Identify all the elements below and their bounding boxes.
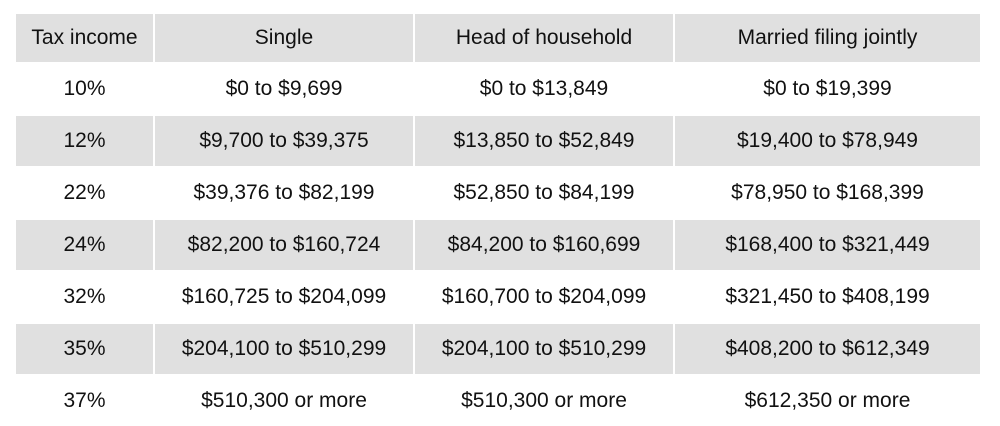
married-filing-jointly-cell: $612,350 or more <box>675 374 980 426</box>
rate-cell: 35% <box>16 322 153 374</box>
column-header-single: Single <box>155 14 413 62</box>
table-row: 12% $9,700 to $39,375 $13,850 to $52,849… <box>16 114 980 166</box>
table-row: 24% $82,200 to $160,724 $84,200 to $160,… <box>16 218 980 270</box>
head-of-household-cell: $0 to $13,849 <box>415 62 673 114</box>
single-cell: $0 to $9,699 <box>155 62 413 114</box>
married-filing-jointly-cell: $78,950 to $168,399 <box>675 166 980 218</box>
rate-cell: 12% <box>16 114 153 166</box>
married-filing-jointly-cell: $321,450 to $408,199 <box>675 270 980 322</box>
table-row: 35% $204,100 to $510,299 $204,100 to $51… <box>16 322 980 374</box>
head-of-household-cell: $84,200 to $160,699 <box>415 218 673 270</box>
table-row: 32% $160,725 to $204,099 $160,700 to $20… <box>16 270 980 322</box>
single-cell: $82,200 to $160,724 <box>155 218 413 270</box>
married-filing-jointly-cell: $19,400 to $78,949 <box>675 114 980 166</box>
rate-cell: 24% <box>16 218 153 270</box>
rate-cell: 37% <box>16 374 153 426</box>
tax-bracket-table: Tax income Single Head of household Marr… <box>14 14 982 426</box>
married-filing-jointly-cell: $408,200 to $612,349 <box>675 322 980 374</box>
single-cell: $39,376 to $82,199 <box>155 166 413 218</box>
table-row: 37% $510,300 or more $510,300 or more $6… <box>16 374 980 426</box>
head-of-household-cell: $160,700 to $204,099 <box>415 270 673 322</box>
rate-cell: 10% <box>16 62 153 114</box>
married-filing-jointly-cell: $0 to $19,399 <box>675 62 980 114</box>
table-row: 22% $39,376 to $82,199 $52,850 to $84,19… <box>16 166 980 218</box>
head-of-household-cell: $204,100 to $510,299 <box>415 322 673 374</box>
rate-cell: 32% <box>16 270 153 322</box>
tax-bracket-table-container: Tax income Single Head of household Marr… <box>14 14 980 426</box>
table-header-row: Tax income Single Head of household Marr… <box>16 14 980 62</box>
single-cell: $160,725 to $204,099 <box>155 270 413 322</box>
single-cell: $9,700 to $39,375 <box>155 114 413 166</box>
married-filing-jointly-cell: $168,400 to $321,449 <box>675 218 980 270</box>
table-row: 10% $0 to $9,699 $0 to $13,849 $0 to $19… <box>16 62 980 114</box>
head-of-household-cell: $52,850 to $84,199 <box>415 166 673 218</box>
column-header-tax-income: Tax income <box>16 14 153 62</box>
column-header-married-filing-jointly: Married filing jointly <box>675 14 980 62</box>
rate-cell: 22% <box>16 166 153 218</box>
column-header-head-of-household: Head of household <box>415 14 673 62</box>
single-cell: $510,300 or more <box>155 374 413 426</box>
single-cell: $204,100 to $510,299 <box>155 322 413 374</box>
head-of-household-cell: $510,300 or more <box>415 374 673 426</box>
head-of-household-cell: $13,850 to $52,849 <box>415 114 673 166</box>
